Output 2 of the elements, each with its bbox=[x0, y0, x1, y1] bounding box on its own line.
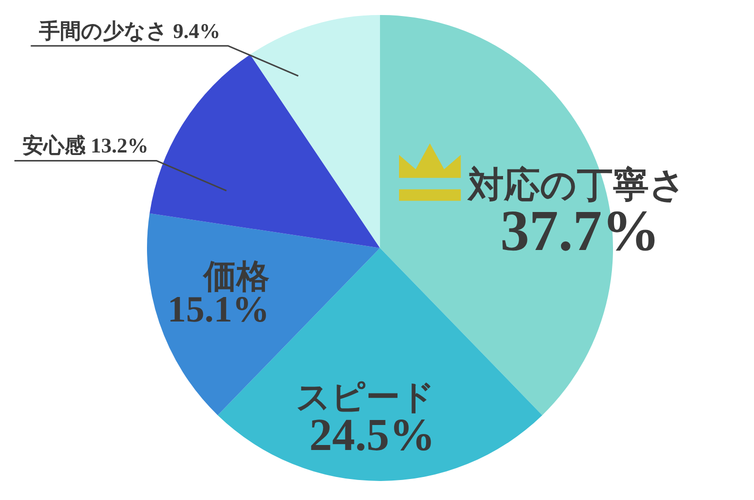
slice-label: 安心感 13.2% bbox=[22, 134, 148, 158]
slice-label: 手間の少なさ 9.4% bbox=[38, 18, 220, 43]
